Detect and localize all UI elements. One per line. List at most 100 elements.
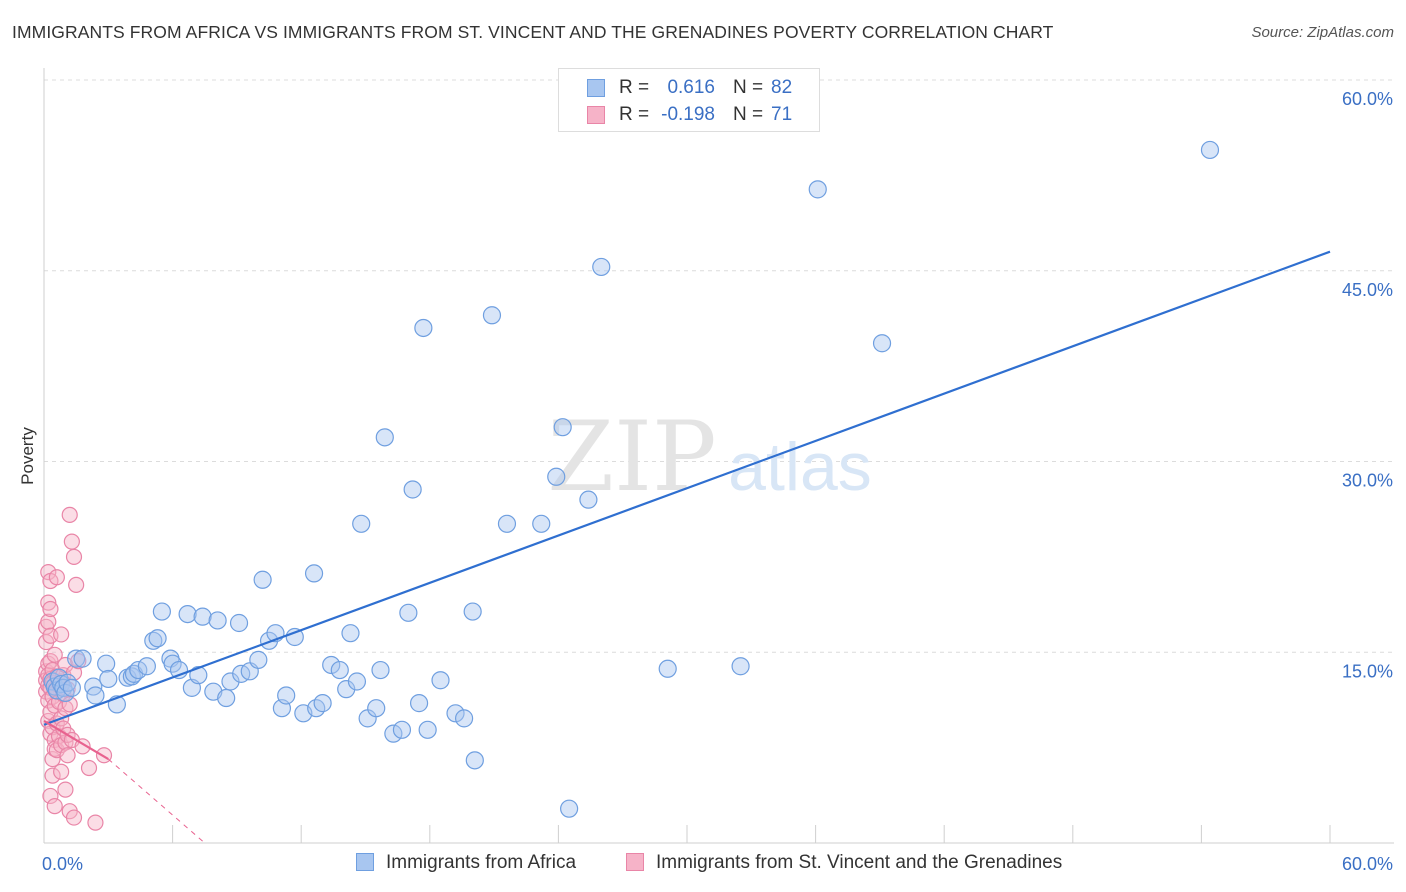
- bottom-legend-swatch-svg: [626, 853, 644, 871]
- data-point-africa: [592, 257, 611, 277]
- data-point-africa: [446, 704, 465, 723]
- legend-r-value: 0.616: [667, 77, 715, 98]
- data-point-svg: [87, 814, 104, 831]
- data-point-africa: [431, 671, 450, 690]
- legend-r-label: R =: [619, 77, 650, 98]
- data-point-africa: [249, 650, 268, 669]
- data-point-svg: [53, 763, 70, 780]
- x-tick-label: 0.0%: [42, 854, 83, 874]
- data-point-africa: [330, 660, 349, 680]
- trend-lines: [43, 250, 1331, 844]
- data-point-svg: [65, 548, 83, 565]
- data-point-africa: [148, 629, 167, 648]
- data-point-africa: [403, 480, 422, 499]
- legend-r-label: R =: [619, 104, 650, 125]
- trend-line-svg-extension: [107, 758, 206, 844]
- data-point-africa: [731, 657, 750, 676]
- data-point-africa: [367, 699, 386, 718]
- data-point-africa: [253, 570, 272, 589]
- data-point-africa: [137, 657, 156, 676]
- data-point-svg: [61, 506, 78, 524]
- legend-r-value: -0.198: [661, 104, 715, 125]
- data-point-africa: [193, 607, 212, 626]
- data-point-africa: [872, 334, 892, 353]
- data-point-svg: [57, 781, 74, 798]
- data-point-svg: [68, 576, 85, 593]
- data-point-africa: [313, 694, 332, 713]
- data-point-africa: [84, 677, 103, 696]
- legend-n-value: 71: [771, 104, 793, 125]
- data-point-svg: [46, 646, 63, 663]
- data-point-africa: [189, 666, 208, 685]
- data-point-svg: [44, 767, 61, 784]
- data-point-africa: [418, 720, 437, 739]
- data-point-svg: [48, 569, 65, 586]
- data-point-africa: [560, 799, 579, 818]
- legend-row-svg: R = -0.198 N = 71: [559, 100, 819, 128]
- data-point-africa: [352, 514, 371, 533]
- data-point-africa: [86, 686, 105, 705]
- data-point-africa: [62, 678, 81, 697]
- data-point-africa: [304, 564, 324, 583]
- data-point-svg: [80, 759, 98, 777]
- legend-n-label: N =: [733, 104, 764, 125]
- data-point-africa: [497, 514, 517, 533]
- tick-labels: 15.0% 30.0% 45.0% 60.0% 0.0% 60.0%: [42, 89, 1393, 874]
- data-point-africa: [547, 467, 566, 486]
- data-point-africa: [208, 611, 227, 630]
- data-point-africa: [384, 724, 403, 743]
- source-credit: Source: ZipAtlas.com: [1251, 24, 1394, 41]
- legend-n-label: N =: [733, 77, 764, 98]
- data-point-africa: [1200, 140, 1220, 160]
- data-point-africa: [347, 672, 367, 691]
- data-point-svg: [63, 533, 80, 550]
- legend-swatch-africa: [587, 79, 605, 97]
- data-point-africa: [579, 490, 598, 509]
- data-point-africa: [465, 751, 484, 770]
- data-point-africa: [399, 603, 418, 622]
- watermark-zip: ZIP: [547, 401, 716, 513]
- data-point-svg: [46, 798, 63, 815]
- y-tick-label: 30.0%: [1342, 471, 1393, 491]
- data-point-svg: [42, 600, 59, 618]
- data-point-africa: [532, 514, 551, 533]
- y-tick-label: 60.0%: [1342, 89, 1393, 109]
- axes: [43, 68, 1394, 844]
- legend-n-value: 82: [771, 77, 793, 98]
- data-point-africa: [658, 659, 677, 678]
- y-tick-label: 15.0%: [1342, 661, 1393, 681]
- grid: [44, 79, 1394, 653]
- y-tick-label: 45.0%: [1342, 280, 1393, 300]
- data-point-africa: [129, 660, 148, 680]
- data-point-africa: [217, 688, 236, 708]
- data-point-africa: [808, 180, 827, 199]
- watermark: ZIP atlas: [547, 401, 871, 513]
- data-point-africa: [409, 694, 429, 713]
- watermark-atlas: atlas: [728, 429, 872, 505]
- data-point-africa: [277, 686, 296, 705]
- data-point-africa: [152, 602, 171, 621]
- data-point-svg: [65, 809, 83, 826]
- data-point-africa: [553, 418, 572, 437]
- data-point-svg: [61, 696, 78, 713]
- trend-line-africa: [43, 250, 1331, 726]
- data-point-africa: [414, 318, 433, 338]
- data-point-africa: [341, 624, 360, 643]
- data-point-africa: [482, 306, 502, 325]
- y-axis-label: Poverty: [18, 427, 37, 485]
- data-point-africa: [99, 669, 118, 689]
- legend-row-africa: R = 0.616 N = 82: [559, 73, 819, 101]
- data-point-africa: [285, 627, 304, 647]
- series-africa-points: [43, 140, 1220, 818]
- bottom-legend-label-svg: Immigrants from St. Vincent and the Gren…: [656, 852, 1063, 873]
- bottom-legend-label-africa: Immigrants from Africa: [386, 852, 577, 873]
- data-point-africa: [178, 604, 197, 624]
- bottom-legend-svg: Immigrants from St. Vincent and the Gren…: [626, 852, 1062, 874]
- data-point-svg: [44, 750, 61, 768]
- data-point-svg: [59, 747, 76, 764]
- data-point-svg: [42, 787, 59, 805]
- data-point-africa: [392, 720, 412, 739]
- data-point-africa: [97, 654, 116, 673]
- bottom-legend-africa: Immigrants from Africa: [356, 852, 576, 874]
